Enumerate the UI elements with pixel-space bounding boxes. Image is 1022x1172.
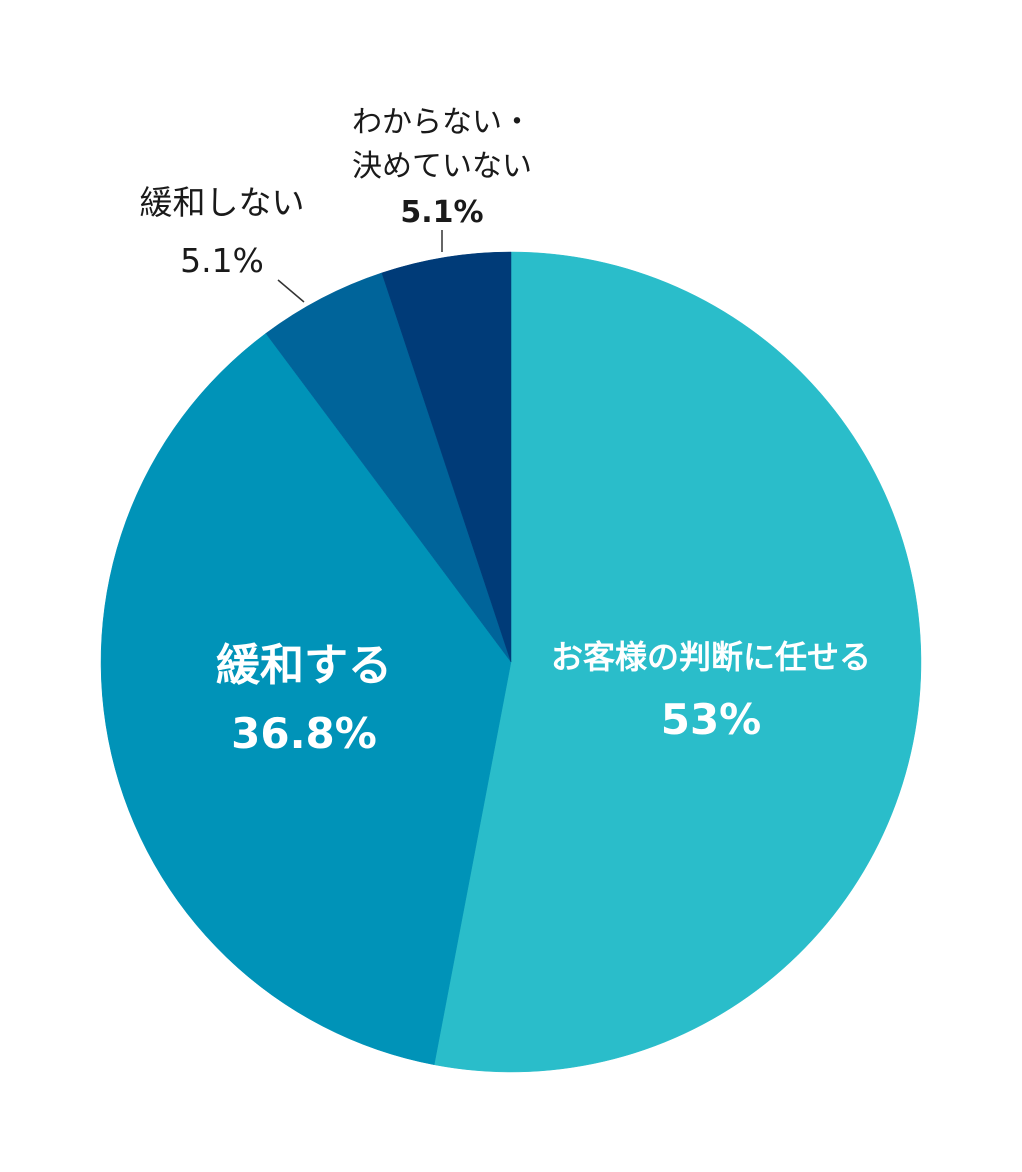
slice-label-omakase: お客様の判断に任せる	[551, 638, 871, 676]
pie-slices	[100, 251, 922, 1073]
slice-kanwa-suru	[100, 333, 512, 1066]
slice-value-omakase: 53%	[661, 695, 762, 744]
slice-value-wakaranai: 5.1%	[400, 195, 483, 230]
slice-label-wakaranai-line1: わからない・	[352, 105, 532, 140]
slice-label-kanwa-shinai: 緩和しない	[140, 183, 305, 222]
slice-wakaranai	[381, 251, 512, 663]
slice-value-kanwa-suru: 36.8%	[231, 709, 377, 758]
slice-omakase	[433, 251, 922, 1073]
slice-label-wakaranai-line2: 決めていない	[352, 149, 532, 184]
slice-value-kanwa-shinai: 5.1%	[180, 241, 264, 280]
slice-label-kanwa-suru: 緩和する	[216, 640, 392, 691]
leader-line-kanwa-shinai	[277, 279, 305, 303]
